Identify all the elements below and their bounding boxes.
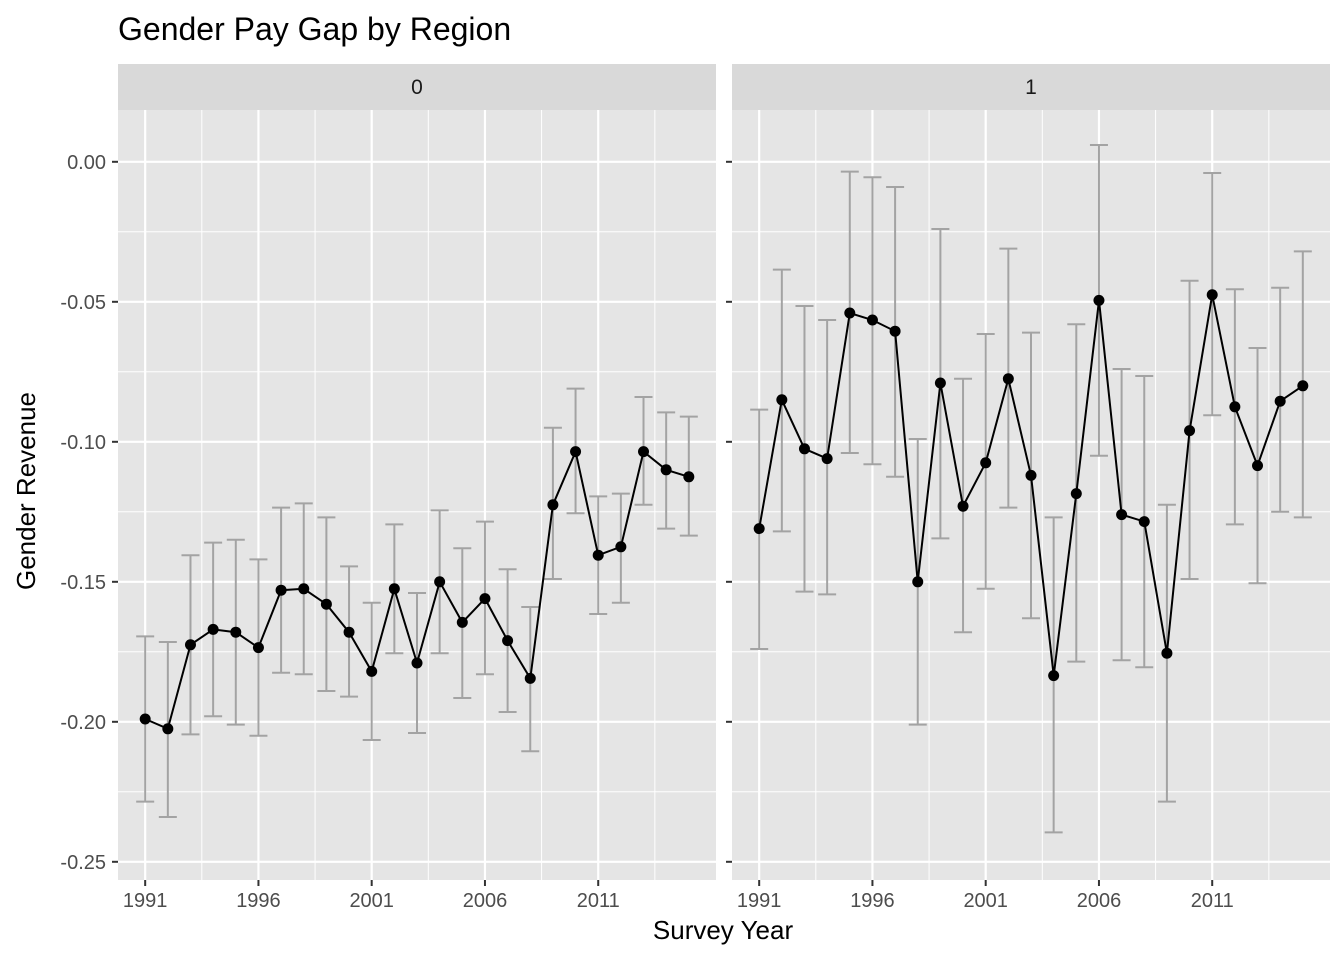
y-tick-label: 0.00 bbox=[67, 152, 106, 174]
x-tick-label: 1996 bbox=[236, 890, 281, 912]
facet-panel-0: 0 1991 1996 2001 2006 2011 0.00 -0.05 -0.10 -0.15… bbox=[60, 64, 716, 912]
y-tick-label: -0.20 bbox=[60, 712, 106, 734]
data-point bbox=[547, 499, 559, 511]
data-point bbox=[1002, 373, 1014, 385]
x-tick-label: 2011 bbox=[1191, 890, 1234, 912]
data-point bbox=[1184, 425, 1196, 437]
data-point bbox=[798, 443, 810, 455]
data-point bbox=[934, 377, 946, 389]
data-point bbox=[1252, 460, 1264, 472]
data-point bbox=[957, 500, 969, 512]
data-point bbox=[411, 657, 423, 669]
data-point bbox=[479, 593, 491, 605]
data-point bbox=[1070, 488, 1082, 500]
y-axis-label: Gender Revenue bbox=[11, 392, 41, 590]
data-point bbox=[207, 623, 219, 635]
x-tick-label: 1991 bbox=[123, 890, 168, 912]
data-point bbox=[1025, 469, 1037, 481]
data-point bbox=[366, 665, 378, 677]
data-point bbox=[1206, 289, 1218, 301]
panel-background bbox=[118, 110, 716, 880]
data-point bbox=[753, 523, 765, 535]
facet-strip-label: 1 bbox=[1025, 76, 1037, 99]
x-tick-label: 1996 bbox=[850, 890, 895, 912]
data-point bbox=[980, 457, 992, 469]
data-point bbox=[320, 598, 332, 610]
data-point bbox=[434, 576, 446, 588]
data-point bbox=[162, 723, 174, 735]
data-point bbox=[660, 464, 672, 476]
data-point bbox=[866, 314, 878, 326]
data-point bbox=[1048, 670, 1060, 682]
data-point bbox=[230, 626, 242, 638]
facet-panels: 0 1991 1996 2001 2006 2011 0.00 -0.05 -0.10 -0.15… bbox=[60, 64, 1330, 912]
x-tick-label: 2006 bbox=[463, 890, 508, 912]
facet-strip-label: 0 bbox=[411, 76, 423, 99]
data-point bbox=[1161, 647, 1173, 659]
data-point bbox=[570, 446, 582, 458]
data-point bbox=[252, 642, 264, 654]
data-point bbox=[1297, 380, 1309, 392]
data-point bbox=[502, 635, 514, 647]
data-point bbox=[592, 549, 604, 561]
data-point bbox=[638, 446, 650, 458]
data-point bbox=[1093, 294, 1105, 306]
x-tick-label: 2006 bbox=[1077, 890, 1122, 912]
data-point bbox=[821, 453, 833, 465]
x-tick-label: 2001 bbox=[963, 890, 1008, 912]
y-tick-label: -0.05 bbox=[60, 292, 106, 314]
data-point bbox=[683, 471, 695, 483]
data-point bbox=[1274, 395, 1286, 407]
data-point bbox=[343, 626, 355, 638]
facet-strip bbox=[118, 64, 716, 110]
data-point bbox=[275, 584, 287, 596]
data-point bbox=[889, 325, 901, 337]
data-point bbox=[844, 307, 856, 319]
data-point bbox=[776, 394, 788, 406]
x-tick-label: 2001 bbox=[349, 890, 394, 912]
data-point bbox=[524, 672, 536, 684]
data-point bbox=[1116, 509, 1128, 521]
y-tick-label: -0.10 bbox=[60, 432, 106, 454]
y-tick-label: -0.25 bbox=[60, 852, 106, 874]
data-point bbox=[298, 583, 310, 595]
data-point bbox=[1229, 401, 1241, 413]
x-tick-label: 1991 bbox=[737, 890, 782, 912]
data-point bbox=[456, 616, 468, 628]
x-tick-label: 2011 bbox=[577, 890, 620, 912]
facet-panel-1: 1 1991 1996 2001 2006 2011 bbox=[726, 64, 1330, 912]
data-point bbox=[388, 583, 400, 595]
data-point bbox=[1138, 516, 1150, 528]
chart-title: Gender Pay Gap by Region bbox=[118, 11, 511, 47]
y-tick-label: -0.15 bbox=[60, 572, 106, 594]
data-point bbox=[615, 541, 627, 553]
x-axis-label: Survey Year bbox=[653, 915, 794, 945]
data-point bbox=[912, 576, 924, 588]
facet-strip bbox=[732, 64, 1330, 110]
data-point bbox=[184, 639, 196, 651]
data-point bbox=[139, 713, 151, 725]
